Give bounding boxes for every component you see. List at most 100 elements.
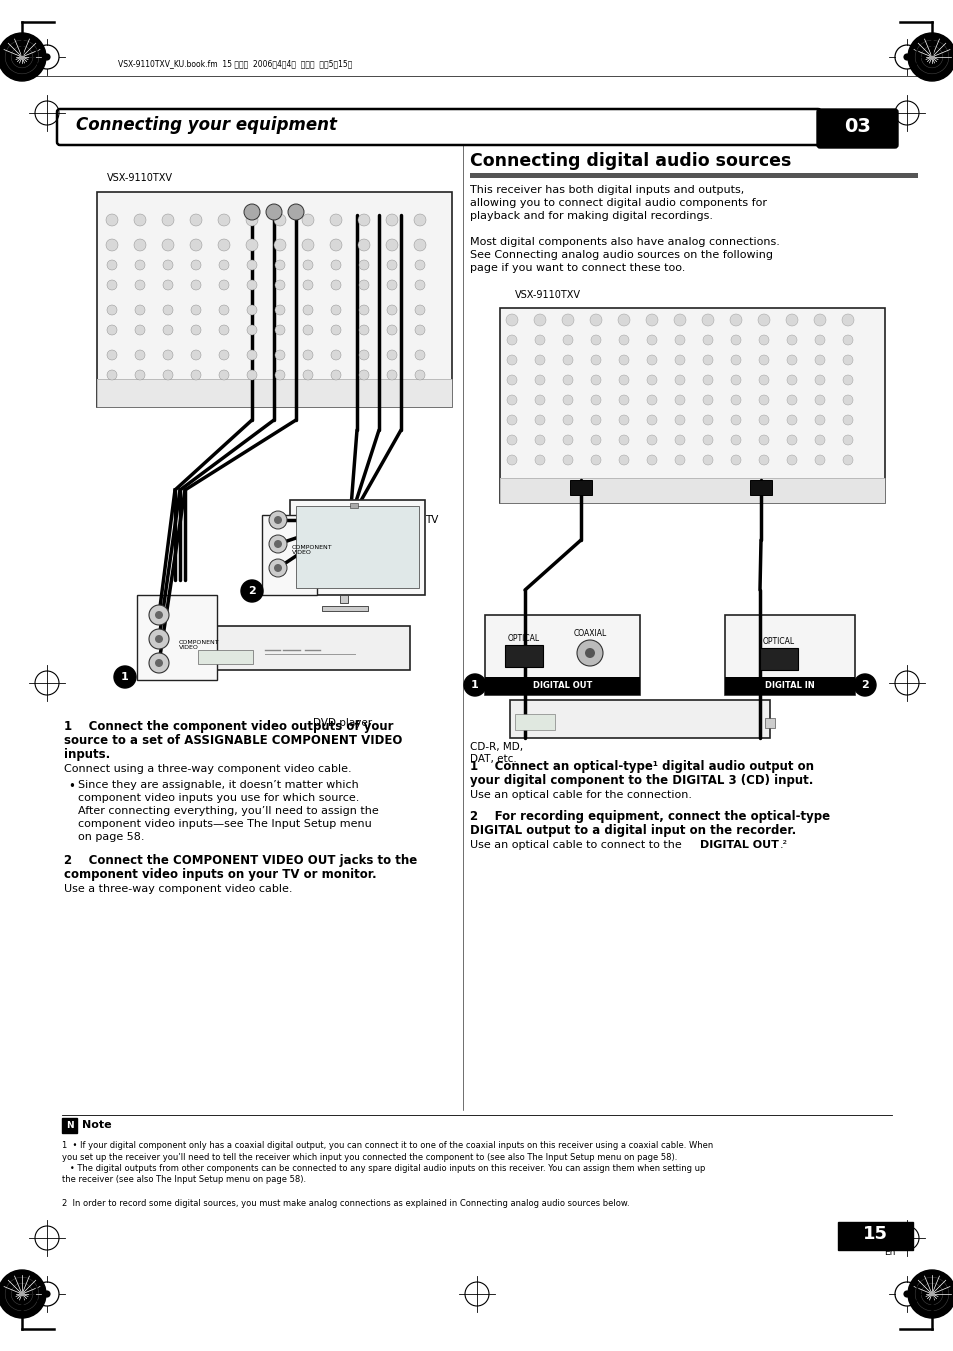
Circle shape (730, 455, 740, 465)
Circle shape (759, 355, 768, 365)
Circle shape (246, 213, 257, 226)
Circle shape (274, 239, 286, 251)
Circle shape (618, 376, 628, 385)
Text: on page 58.: on page 58. (78, 832, 144, 842)
Circle shape (387, 370, 396, 380)
Circle shape (675, 335, 684, 345)
Circle shape (673, 313, 685, 326)
Text: CD-R, MD,
DAT, etc.: CD-R, MD, DAT, etc. (470, 742, 522, 763)
Circle shape (149, 653, 169, 673)
Circle shape (163, 370, 172, 380)
Text: 2    Connect the COMPONENT VIDEO OUT jacks to the: 2 Connect the COMPONENT VIDEO OUT jacks … (64, 854, 416, 867)
Circle shape (133, 239, 146, 251)
Text: 1: 1 (121, 671, 129, 682)
Circle shape (814, 394, 824, 405)
Circle shape (645, 313, 658, 326)
Text: COAXIAL: COAXIAL (573, 630, 606, 638)
Circle shape (590, 355, 600, 365)
Circle shape (562, 415, 573, 426)
Circle shape (0, 32, 46, 81)
Text: N: N (66, 1120, 73, 1129)
Circle shape (702, 376, 712, 385)
Text: DIGITAL OUT: DIGITAL OUT (533, 681, 592, 690)
Text: 2: 2 (248, 586, 255, 596)
Circle shape (387, 305, 396, 315)
Circle shape (154, 635, 163, 643)
Circle shape (358, 326, 369, 335)
Text: your digital component to the DIGITAL 3 (CD) input.: your digital component to the DIGITAL 3 … (470, 774, 813, 788)
Circle shape (107, 326, 117, 335)
Circle shape (415, 305, 424, 315)
Bar (190, 626, 410, 670)
Bar (724, 615, 854, 694)
Circle shape (247, 350, 256, 359)
Text: En: En (883, 1248, 895, 1256)
Circle shape (274, 280, 285, 290)
Circle shape (907, 1270, 953, 1319)
Circle shape (618, 435, 628, 444)
Circle shape (759, 335, 768, 345)
Bar (97, 192, 452, 407)
Bar (510, 700, 769, 738)
Circle shape (814, 355, 824, 365)
Circle shape (675, 415, 684, 426)
Circle shape (331, 370, 340, 380)
Circle shape (387, 350, 396, 359)
Circle shape (302, 239, 314, 251)
Circle shape (814, 415, 824, 426)
Circle shape (107, 350, 117, 359)
Circle shape (269, 535, 287, 553)
Bar (749, 480, 771, 494)
Circle shape (786, 355, 796, 365)
Circle shape (506, 335, 517, 345)
Circle shape (842, 435, 852, 444)
Text: Connecting digital audio sources: Connecting digital audio sources (470, 153, 791, 170)
Circle shape (646, 335, 657, 345)
Circle shape (535, 335, 544, 345)
Bar (137, 594, 216, 680)
Circle shape (902, 1290, 910, 1297)
Bar (515, 713, 555, 730)
Text: .²: .² (780, 840, 787, 850)
Circle shape (358, 259, 369, 270)
Circle shape (269, 511, 287, 530)
Circle shape (646, 415, 657, 426)
Bar (97, 380, 452, 407)
Circle shape (19, 54, 25, 59)
Text: component video inputs—see The Input Setup menu: component video inputs—see The Input Set… (78, 819, 372, 830)
Circle shape (589, 313, 601, 326)
Circle shape (163, 280, 172, 290)
Bar (499, 308, 884, 503)
Circle shape (149, 630, 169, 648)
Circle shape (590, 394, 600, 405)
Circle shape (330, 213, 341, 226)
Circle shape (288, 204, 304, 220)
Circle shape (785, 313, 797, 326)
Circle shape (247, 370, 256, 380)
Circle shape (247, 326, 256, 335)
Circle shape (618, 394, 628, 405)
Circle shape (618, 455, 628, 465)
Bar (837, 1223, 912, 1250)
Circle shape (135, 370, 145, 380)
Bar (499, 478, 884, 503)
Circle shape (162, 213, 173, 226)
Text: DIGITAL OUT: DIGITAL OUT (700, 840, 778, 850)
Circle shape (675, 376, 684, 385)
Circle shape (191, 305, 201, 315)
Text: OPTICAL: OPTICAL (507, 634, 539, 643)
Circle shape (163, 259, 172, 270)
Circle shape (842, 455, 852, 465)
Circle shape (107, 370, 117, 380)
Circle shape (219, 259, 229, 270)
Circle shape (590, 415, 600, 426)
Circle shape (506, 435, 517, 444)
Circle shape (218, 239, 230, 251)
Circle shape (247, 259, 256, 270)
Circle shape (535, 376, 544, 385)
Circle shape (590, 335, 600, 345)
Circle shape (246, 239, 257, 251)
Circle shape (19, 1292, 25, 1297)
Circle shape (331, 350, 340, 359)
Circle shape (902, 54, 910, 61)
